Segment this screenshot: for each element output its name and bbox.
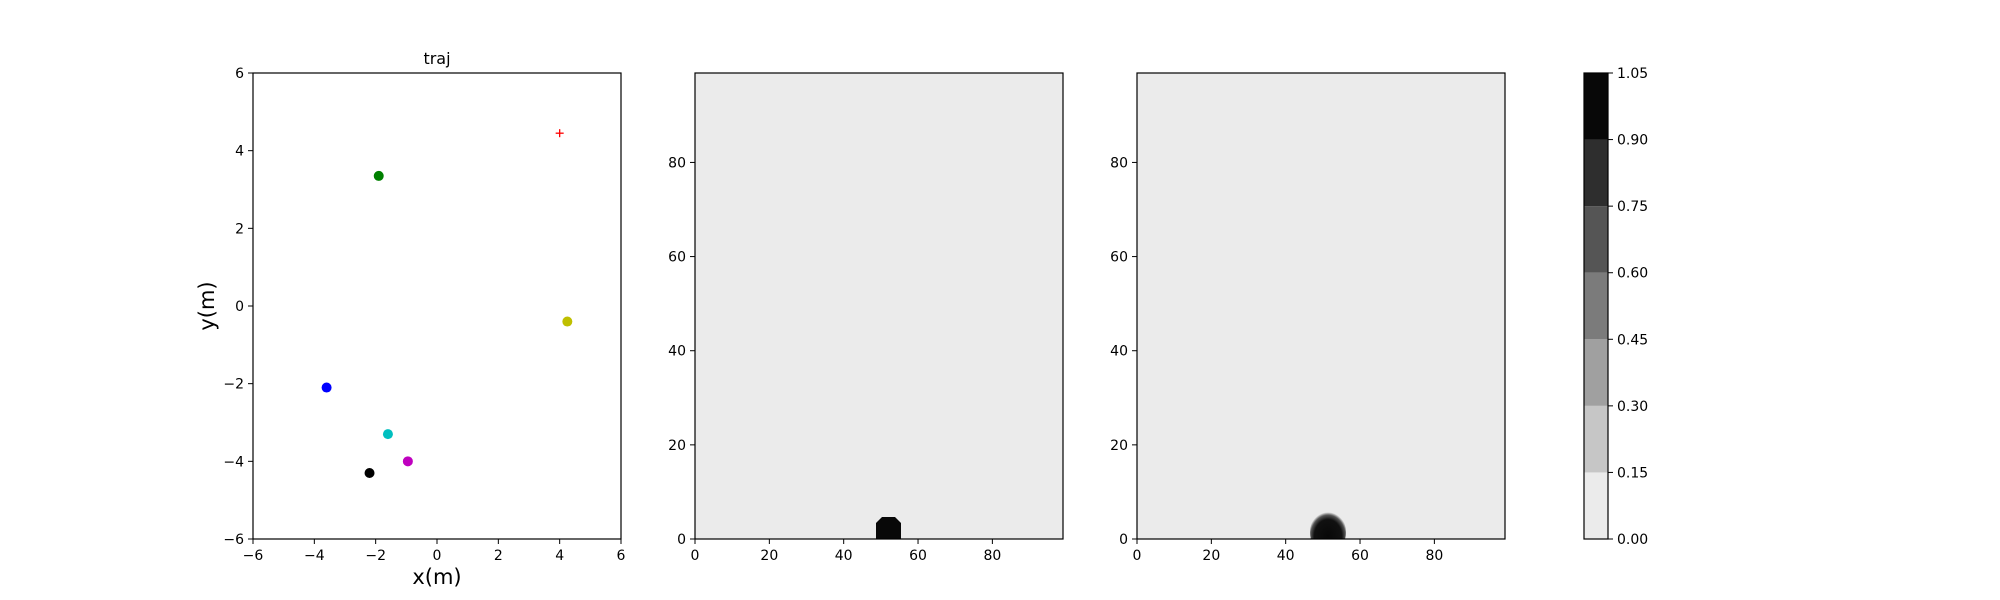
x-tick-label: 40 — [1277, 548, 1295, 564]
heatmap-right-frame — [1136, 72, 1506, 540]
colorbar-band — [1584, 405, 1608, 473]
y-tick-label: 0 — [1119, 532, 1128, 548]
colorbar-tick-label: 0.15 — [1617, 465, 1648, 481]
y-tick-label: 20 — [668, 438, 686, 454]
y-tick-label: −4 — [223, 454, 244, 470]
y-tick-label: 4 — [235, 144, 244, 160]
x-tick-label: 20 — [760, 548, 778, 564]
heatmap-right-blob — [1310, 510, 1346, 539]
agent-point — [321, 382, 332, 393]
y-tick-label: −2 — [223, 377, 244, 393]
colorbar-tick-label: 0.30 — [1617, 399, 1648, 415]
y-tick-label: 0 — [677, 532, 686, 548]
y-tick-label: 80 — [1110, 155, 1128, 171]
colorbar-band — [1584, 139, 1608, 207]
x-tick-label: 40 — [835, 548, 853, 564]
target-plus-marker — [555, 129, 564, 138]
y-tick-label: 20 — [1110, 438, 1128, 454]
x-tick-label: 0 — [691, 548, 700, 564]
colorbar-band — [1584, 272, 1608, 340]
heatmap-left-background — [695, 73, 1063, 539]
y-axis-label: y(m) — [195, 281, 219, 330]
x-tick-label: 20 — [1202, 548, 1220, 564]
heatmap-left-axes: 0 20 40 60 80 0 20 40 60 80 — [668, 72, 1064, 564]
x-tick-label: 0 — [1133, 548, 1142, 564]
agent-point — [364, 467, 375, 478]
colorbar-band — [1584, 206, 1608, 273]
x-tick-label: 4 — [555, 548, 564, 564]
y-tick-label: 0 — [235, 299, 244, 315]
colorbar-frame — [1583, 72, 1609, 540]
agent-point — [402, 456, 413, 467]
x-tick-label: 60 — [909, 548, 927, 564]
x-tick-label: −4 — [304, 548, 325, 564]
heatmap-right-axes: 0 20 40 60 80 0 20 40 60 80 — [1110, 72, 1506, 564]
heatmap-left-blob — [876, 517, 901, 539]
y-tick-label: −6 — [223, 532, 244, 548]
trajectory-plot-frame — [252, 72, 622, 540]
agent-point — [382, 429, 393, 440]
y-tick-label: 60 — [668, 250, 686, 266]
x-tick-label: 80 — [983, 548, 1001, 564]
colorbar-ticks: 0.00 0.15 0.30 0.45 0.60 0.75 0.90 1.05 — [1608, 66, 1648, 548]
agent-point — [373, 170, 384, 181]
x-tick-label: −6 — [243, 548, 264, 564]
colorbar-tick-label: 0.00 — [1617, 532, 1648, 548]
colorbar-tick-label: 0.45 — [1617, 332, 1648, 348]
y-tick-label: 6 — [235, 66, 244, 82]
heatmap-left-frame — [694, 72, 1064, 540]
colorbar-tick-label: 0.75 — [1617, 199, 1648, 215]
colorbar-band — [1584, 472, 1608, 539]
agent-point — [562, 316, 573, 327]
x-tick-label: −2 — [365, 548, 386, 564]
trajectory-ticks: −6 −4 −2 0 2 4 6 −6 −4 −2 0 2 4 6 — [223, 66, 625, 564]
heatmap-right-background — [1137, 73, 1505, 539]
y-tick-label: 40 — [1110, 344, 1128, 360]
y-tick-label: 2 — [235, 221, 244, 237]
x-tick-label: 6 — [617, 548, 626, 564]
colorbar-bands — [1584, 73, 1608, 539]
x-tick-label: 80 — [1425, 548, 1443, 564]
y-tick-label: 40 — [668, 344, 686, 360]
x-axis-label: x(m) — [412, 565, 461, 589]
colorbar: 0.00 0.15 0.30 0.45 0.60 0.75 0.90 1.05 — [1583, 66, 1648, 548]
x-tick-label: 60 — [1351, 548, 1369, 564]
trajectory-axes: traj −6 −4 −2 0 2 4 6 −6 −4 −2 0 2 4 6 x(m) y(m) — [195, 49, 626, 589]
trajectory-points — [321, 129, 573, 478]
y-tick-label: 80 — [668, 155, 686, 171]
colorbar-tick-label: 0.60 — [1617, 266, 1648, 282]
heatmap-right-ticks: 0 20 40 60 80 0 20 40 60 80 — [1110, 155, 1443, 564]
colorbar-band — [1584, 73, 1608, 140]
x-tick-label: 0 — [433, 548, 442, 564]
x-tick-label: 2 — [494, 548, 503, 564]
heatmap-left-ticks: 0 20 40 60 80 0 20 40 60 80 — [668, 155, 1001, 564]
colorbar-band — [1584, 339, 1608, 406]
colorbar-tick-label: 1.05 — [1617, 66, 1648, 82]
chart-title: traj — [423, 49, 450, 68]
colorbar-tick-label: 0.90 — [1617, 133, 1648, 149]
y-tick-label: 60 — [1110, 250, 1128, 266]
